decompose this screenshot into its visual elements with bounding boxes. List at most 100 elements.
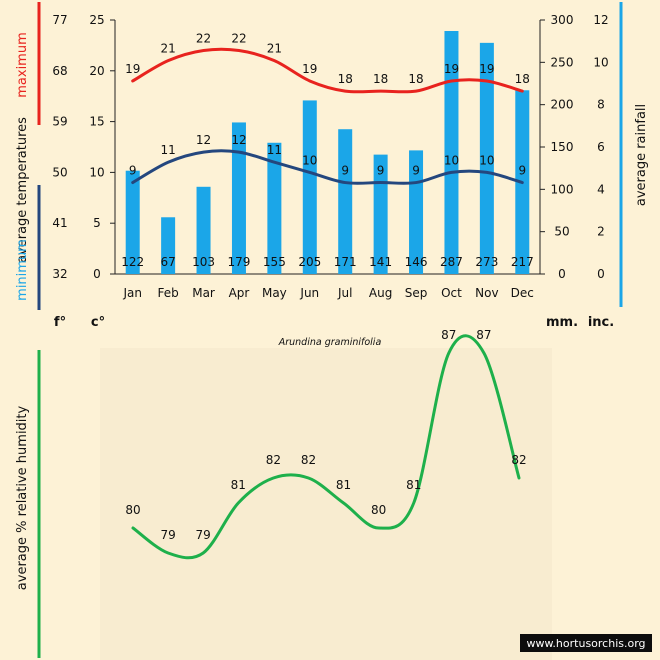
maximum-label: maximum bbox=[15, 32, 30, 98]
rainfall-value-label: 103 bbox=[192, 255, 215, 269]
minimum-value-label: 11 bbox=[160, 143, 175, 157]
celsius-tick-label: 25 bbox=[89, 13, 104, 27]
month-label: Jul bbox=[337, 286, 352, 300]
minimum-value-label: 10 bbox=[302, 153, 317, 167]
maximum-value-label: 22 bbox=[196, 31, 211, 45]
month-label: Jun bbox=[299, 286, 319, 300]
millimetres-tick-label: 150 bbox=[551, 140, 574, 154]
rainfall-bar bbox=[231, 122, 246, 275]
millimetres-tick-label: 50 bbox=[554, 225, 569, 239]
rainfall-value-label: 146 bbox=[405, 255, 428, 269]
rainfall-value-label: 171 bbox=[334, 255, 357, 269]
fahrenheit-tick-label: 59 bbox=[52, 115, 67, 129]
month-label: Aug bbox=[369, 286, 392, 300]
millimetres-tick-label: 100 bbox=[551, 182, 574, 196]
celsius-unit: c° bbox=[91, 315, 105, 330]
rainfall-bar bbox=[267, 142, 282, 274]
rainfall-value-label: 273 bbox=[475, 255, 498, 269]
rainfall-bar bbox=[196, 186, 211, 274]
minimum-value-label: 12 bbox=[196, 133, 211, 147]
humidity-value-label: 87 bbox=[441, 328, 456, 342]
inches-tick-label: 8 bbox=[597, 98, 605, 112]
inches-tick-label: 0 bbox=[597, 267, 605, 281]
humidity-value-label: 82 bbox=[301, 453, 316, 467]
millimetres-tick-label: 0 bbox=[558, 267, 566, 281]
inches-tick-label: 4 bbox=[597, 182, 605, 196]
rainfall-bar bbox=[373, 154, 388, 274]
inches-unit: inc. bbox=[588, 315, 614, 330]
celsius-tick-label: 10 bbox=[89, 165, 104, 179]
minimum-value-label: 9 bbox=[518, 164, 526, 178]
rainfall-bar bbox=[338, 129, 353, 274]
celsius-tick-label: 20 bbox=[89, 64, 104, 78]
minimum-value-label: 10 bbox=[479, 153, 494, 167]
humidity-value-label: 82 bbox=[266, 453, 281, 467]
average-temperatures-label: average temperatures bbox=[15, 117, 30, 263]
fahrenheit-tick-label: 32 bbox=[52, 267, 67, 281]
minimum-value-label: 9 bbox=[377, 164, 385, 178]
rainfall-bar bbox=[302, 100, 317, 274]
watermark: www.hortusorchis.org bbox=[526, 637, 645, 650]
celsius-tick-label: 15 bbox=[89, 115, 104, 129]
maximum-value-label: 19 bbox=[302, 62, 317, 76]
month-label: Dec bbox=[511, 286, 534, 300]
rainfall-value-label: 217 bbox=[511, 255, 534, 269]
minimum-value-label: 9 bbox=[341, 164, 349, 178]
fahrenheit-unit: f° bbox=[54, 315, 66, 330]
humidity-value-label: 79 bbox=[196, 528, 211, 542]
maximum-value-label: 22 bbox=[231, 31, 246, 45]
minimum-value-label: 9 bbox=[129, 164, 137, 178]
maximum-temperature-line bbox=[131, 47, 524, 94]
humidity-value-label: 81 bbox=[336, 478, 351, 492]
month-label: May bbox=[262, 286, 287, 300]
humidity-value-label: 79 bbox=[160, 528, 175, 542]
month-label: Mar bbox=[192, 286, 215, 300]
humidity-line bbox=[131, 334, 521, 560]
minimum-value-label: 9 bbox=[412, 164, 420, 178]
rainfall-bar bbox=[125, 170, 140, 274]
rainfall-value-label: 122 bbox=[121, 255, 144, 269]
fahrenheit-tick-label: 41 bbox=[52, 216, 67, 230]
rainfall-value-label: 287 bbox=[440, 255, 463, 269]
rainfall-value-label: 67 bbox=[160, 255, 175, 269]
minimum-value-label: 10 bbox=[444, 153, 459, 167]
minimum-value-label: 11 bbox=[267, 143, 282, 157]
month-label: Jan bbox=[122, 286, 142, 300]
chart-title: Arundina graminifolia bbox=[278, 337, 382, 348]
humidity-value-label: 82 bbox=[511, 453, 526, 467]
month-label: Oct bbox=[441, 286, 462, 300]
celsius-tick-label: 5 bbox=[93, 216, 101, 230]
inches-tick-label: 6 bbox=[597, 140, 605, 154]
fahrenheit-tick-label: 50 bbox=[52, 165, 67, 179]
inches-tick-label: 10 bbox=[593, 55, 608, 69]
millimetres-tick-label: 250 bbox=[551, 55, 574, 69]
humidity-value-label: 80 bbox=[371, 503, 386, 517]
rainfall-bar bbox=[161, 217, 176, 274]
rainfall-bar bbox=[444, 31, 459, 274]
humidity-value-label: 80 bbox=[125, 503, 140, 517]
inches-tick-label: 12 bbox=[593, 13, 608, 27]
fahrenheit-tick-label: 77 bbox=[52, 13, 67, 27]
rainfall-value-label: 205 bbox=[298, 255, 321, 269]
maximum-value-label: 19 bbox=[479, 62, 494, 76]
maximum-value-label: 18 bbox=[373, 72, 388, 86]
rainfall-axis-label: average rainfall bbox=[634, 104, 649, 206]
minimum-value-label: 12 bbox=[231, 133, 246, 147]
millimetres-unit: mm. bbox=[546, 315, 578, 330]
month-label: Sep bbox=[405, 286, 428, 300]
fahrenheit-tick-label: 68 bbox=[52, 64, 67, 78]
humidity-value-label: 81 bbox=[231, 478, 246, 492]
millimetres-tick-label: 300 bbox=[551, 13, 574, 27]
rainfall-value-label: 155 bbox=[263, 255, 286, 269]
maximum-value-label: 18 bbox=[408, 72, 423, 86]
inches-tick-label: 2 bbox=[597, 225, 605, 239]
humidity-axis-label: average % relative humidity bbox=[15, 405, 30, 590]
celsius-tick-label: 0 bbox=[93, 267, 101, 281]
maximum-value-label: 18 bbox=[515, 72, 530, 86]
millimetres-tick-label: 200 bbox=[551, 98, 574, 112]
month-label: Nov bbox=[475, 286, 498, 300]
rainfall-value-label: 141 bbox=[369, 255, 392, 269]
rainfall-bar bbox=[479, 42, 494, 274]
maximum-value-label: 19 bbox=[444, 62, 459, 76]
